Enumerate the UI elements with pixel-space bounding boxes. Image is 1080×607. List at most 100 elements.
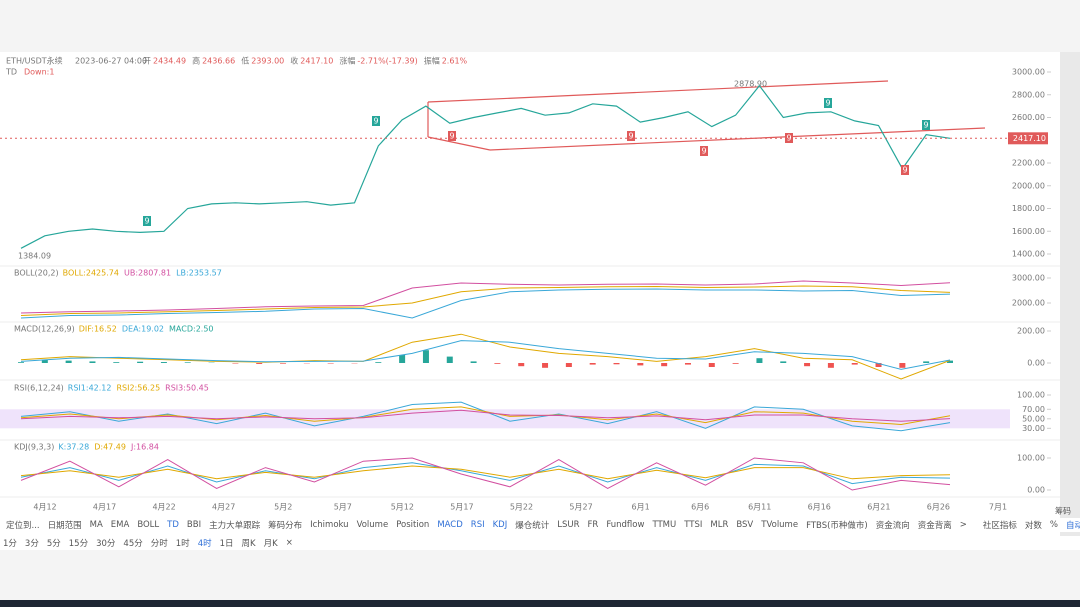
toolbar-item[interactable]: Volume bbox=[356, 520, 389, 530]
toolbar-item[interactable]: 45分 bbox=[123, 539, 143, 549]
macd-bar bbox=[732, 363, 739, 364]
pane-value: DEA:19.02 bbox=[122, 325, 164, 334]
td-value: Down:1 bbox=[24, 68, 54, 77]
y-tick-label: 2000.00 bbox=[1012, 181, 1045, 190]
toolbar-item[interactable]: 主力大单跟踪 bbox=[209, 521, 261, 531]
toolbar-item[interactable]: TD bbox=[167, 520, 179, 530]
toolbar-item[interactable]: 分时 bbox=[150, 539, 168, 549]
toolbar-item[interactable]: 1分 bbox=[3, 539, 17, 549]
toolbar-item[interactable]: 月K bbox=[263, 539, 278, 549]
td-down: 9 bbox=[628, 132, 633, 141]
x-tick-label: 4月17 bbox=[93, 503, 116, 512]
toolbar-item[interactable]: 1时 bbox=[175, 539, 190, 549]
y-tick-label: 1600.00 bbox=[1012, 227, 1045, 236]
pane-value: DIF:16.52 bbox=[79, 325, 117, 334]
td-name: TD bbox=[5, 68, 17, 77]
series-line bbox=[20, 288, 951, 319]
toolbar-item[interactable]: FR bbox=[587, 520, 599, 530]
pane-value: J:16.84 bbox=[130, 443, 159, 452]
toolbar-item[interactable]: 对数 bbox=[1024, 521, 1042, 531]
toolbar-item[interactable]: 30分 bbox=[96, 539, 116, 549]
toolbar-item[interactable]: MLR bbox=[710, 520, 729, 530]
macd-bar bbox=[780, 361, 787, 363]
td-up-box bbox=[143, 216, 151, 226]
toolbar-item[interactable]: 社区指标 bbox=[982, 521, 1017, 531]
toolbar-item[interactable]: 资金背离 bbox=[917, 521, 952, 531]
series-line bbox=[20, 406, 951, 426]
td-up-box bbox=[824, 98, 832, 108]
toolbar-item[interactable]: 爆仓统计 bbox=[515, 521, 550, 531]
toolbar-item[interactable]: 5分 bbox=[46, 539, 61, 549]
y-tick-label: 2200.00 bbox=[1012, 159, 1045, 168]
toolbar-item[interactable]: Ichimoku bbox=[310, 520, 349, 530]
series-line bbox=[20, 457, 951, 491]
side-panel bbox=[1060, 52, 1080, 548]
toolbar-item[interactable]: 自动 bbox=[1066, 521, 1080, 531]
x-tick-label: 6月16 bbox=[808, 503, 831, 512]
x-tick-label: 6月21 bbox=[867, 503, 890, 512]
header-label: 收 bbox=[290, 56, 298, 66]
toolbar-item[interactable]: 筹码分布 bbox=[268, 521, 303, 531]
toolbar-item[interactable]: EMA bbox=[110, 520, 130, 530]
macd-bar bbox=[875, 363, 882, 367]
toolbar-item[interactable]: 1日 bbox=[219, 539, 234, 549]
td-up: 9 bbox=[923, 121, 928, 130]
y-tick-label: 2600.00 bbox=[1012, 113, 1045, 122]
macd-bar bbox=[613, 363, 620, 365]
macd-bar bbox=[137, 361, 144, 363]
y-tick-label: 2000.00 bbox=[1012, 299, 1045, 308]
toolbar-item[interactable]: 3分 bbox=[24, 539, 39, 549]
toolbar-item[interactable]: 周K bbox=[241, 539, 256, 549]
toolbar-item[interactable]: 日期范围 bbox=[47, 521, 82, 531]
toolbar-item[interactable]: BSV bbox=[736, 520, 754, 530]
toolbar-item[interactable]: 资金流向 bbox=[875, 521, 910, 531]
toolbar-item[interactable]: > bbox=[959, 520, 967, 530]
td-down-box bbox=[448, 131, 456, 141]
y-tick-label: 100.00 bbox=[1017, 454, 1045, 463]
toolbar-item[interactable]: TTSI bbox=[684, 520, 703, 530]
macd-bar bbox=[589, 363, 596, 365]
toolbar-item[interactable]: 15分 bbox=[68, 539, 89, 549]
toolbar-item[interactable]: KDJ bbox=[492, 520, 508, 530]
header-value: 2434.49 bbox=[153, 57, 186, 66]
toolbar-item[interactable]: Position bbox=[396, 520, 430, 530]
toolbar-item[interactable]: TTMU bbox=[652, 520, 677, 530]
td-down-box bbox=[901, 165, 909, 175]
toolbar-item[interactable]: 4时 bbox=[197, 539, 212, 549]
pane-value: D:47.49 bbox=[94, 443, 126, 452]
toolbar-item[interactable]: MACD bbox=[437, 520, 463, 530]
pane-value: MACD:2.50 bbox=[169, 325, 214, 334]
macd-bar bbox=[113, 362, 120, 363]
toolbar-item[interactable]: LSUR bbox=[557, 520, 580, 530]
y-tick-label: 2800.00 bbox=[1012, 90, 1045, 99]
series-line bbox=[20, 462, 951, 485]
toolbar-item[interactable]: FTBS(币种做市) bbox=[806, 521, 868, 531]
pane-value: LB:2353.57 bbox=[176, 269, 222, 278]
macd-bar bbox=[899, 363, 906, 368]
toolbar-item[interactable]: MA bbox=[89, 520, 103, 530]
macd-bar bbox=[947, 360, 953, 363]
header-value: -2.71%(-17.39) bbox=[357, 57, 417, 66]
toolbar-item[interactable]: BBI bbox=[186, 520, 202, 530]
td-up-box bbox=[922, 120, 930, 130]
td-down-box bbox=[627, 131, 635, 141]
td-down: 9 bbox=[902, 166, 907, 175]
toolbar-item[interactable]: 定位到... bbox=[6, 521, 40, 531]
toolbar-item[interactable]: RSI bbox=[470, 520, 485, 530]
toolbar-item[interactable]: TVolume bbox=[761, 520, 799, 530]
x-tick-label: 5月27 bbox=[569, 503, 592, 512]
toolbar-item[interactable]: % bbox=[1049, 520, 1058, 530]
header-label: 低 bbox=[241, 56, 249, 66]
series-line bbox=[20, 84, 951, 249]
x-tick-label: 5月2 bbox=[274, 503, 292, 512]
toolbar-item[interactable]: × bbox=[285, 538, 293, 548]
toolbar-item[interactable]: BOLL bbox=[137, 520, 160, 530]
header-label: 高 bbox=[192, 56, 200, 66]
toolbar-item[interactable]: Fundflow bbox=[606, 520, 645, 530]
interval-bar: 1分 3分 5分 15分 30分 45分 分时 1时 4时 1日 周K 月K × bbox=[0, 536, 1080, 550]
separators bbox=[0, 265, 1060, 498]
header-label: 振幅 bbox=[424, 56, 440, 66]
macd-bar bbox=[756, 358, 763, 363]
td-up: 9 bbox=[144, 217, 149, 226]
